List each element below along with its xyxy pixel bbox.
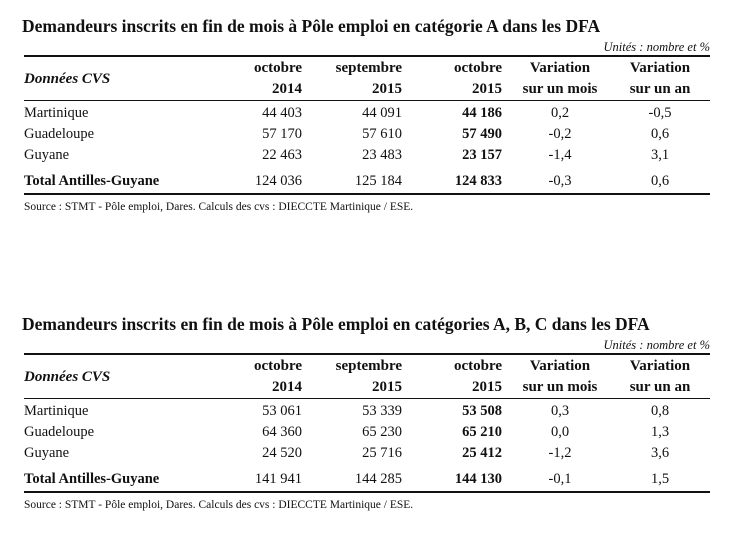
cell-var-year: 1,5 — [650, 471, 670, 487]
cell-oct2014: 44 403 — [262, 105, 302, 121]
header-label: Données CVS — [24, 368, 111, 385]
header-oct2015-line2: 2015 — [472, 81, 502, 97]
header-var-month-line2: sur un mois — [522, 379, 598, 395]
cell-sep2015: 144 285 — [354, 471, 402, 487]
cell-var-month: 0,0 — [550, 424, 570, 440]
header-oct2015-line1: octobre — [453, 358, 502, 374]
header-sep2015-line2: 2015 — [372, 379, 402, 395]
row-label: Total Antilles-Guyane — [24, 173, 160, 189]
header-sep2015-line1: septembre — [335, 358, 402, 374]
row-label: Guadeloupe — [24, 424, 95, 440]
header-oct2015-line2: 2015 — [472, 379, 502, 395]
cell-oct2015: 57 490 — [462, 126, 502, 142]
header-rule — [24, 100, 710, 101]
cell-oct2014: 64 360 — [262, 424, 302, 440]
data-table: Données CVS octobre septembre octobre Va… — [24, 57, 710, 100]
header-oct2014-line1: octobre — [253, 60, 302, 76]
cell-sep2015: 25 716 — [362, 445, 402, 461]
row-label: Guadeloupe — [24, 126, 95, 142]
header-sep2015-line2: 2015 — [372, 81, 402, 97]
cell-oct2015: 25 412 — [462, 445, 502, 461]
data-table-body: Martinique 53 061 53 339 53 508 0,3 0,8 … — [24, 399, 710, 491]
table-header: Données CVS octobre septembre octobre Va… — [24, 57, 710, 100]
row-label: Guyane — [24, 445, 70, 461]
cell-var-year: 3,6 — [650, 445, 670, 461]
cell-sep2015: 65 230 — [362, 424, 402, 440]
cell-var-year: 0,6 — [650, 126, 670, 142]
header-rule — [24, 398, 710, 399]
cell-var-month: -0,2 — [548, 126, 572, 142]
top-rule — [24, 353, 710, 355]
cell-oct2014: 141 941 — [254, 471, 302, 487]
cell-var-year: 3,1 — [650, 147, 670, 163]
table-title: Demandeurs inscrits en fin de mois à Pôl… — [22, 314, 650, 334]
table-row-martinique: Martinique 53 061 53 339 53 508 0,3 0,8 — [24, 399, 710, 422]
header-var-year-line1: Variation — [629, 60, 691, 76]
table-row-guyane: Guyane 22 463 23 483 23 157 -1,4 3,1 — [24, 145, 710, 166]
cell-oct2014: 24 520 — [262, 445, 302, 461]
top-rule — [24, 55, 710, 57]
cell-oct2015: 124 833 — [454, 173, 502, 189]
table-header: Données CVS octobre septembre octobre Va… — [24, 355, 710, 398]
cell-oct2015: 65 210 — [462, 424, 502, 440]
table-row-total: Total Antilles-Guyane 124 036 125 184 12… — [24, 166, 710, 193]
data-table-body: Martinique 44 403 44 091 44 186 0,2 -0,5… — [24, 101, 710, 193]
cell-oct2014: 124 036 — [254, 173, 302, 189]
table-row-guyane: Guyane 24 520 25 716 25 412 -1,2 3,6 — [24, 443, 710, 464]
source-note: Source : STMT - Pôle emploi, Dares. Calc… — [24, 499, 414, 511]
header-var-month-line2: sur un mois — [522, 81, 598, 97]
table-row-martinique: Martinique 44 403 44 091 44 186 0,2 -0,5 — [24, 101, 710, 124]
header-oct2014-line2: 2014 — [272, 379, 302, 395]
row-label: Martinique — [24, 403, 89, 419]
cell-sep2015: 53 339 — [362, 403, 402, 419]
header-oct2014-line2: 2014 — [272, 81, 302, 97]
row-label: Martinique — [24, 105, 89, 121]
cell-sep2015: 23 483 — [362, 147, 402, 163]
cell-var-month: -0,1 — [548, 471, 572, 487]
cell-sep2015: 44 091 — [362, 105, 402, 121]
cell-var-month: 0,3 — [550, 403, 570, 419]
cell-oct2015: 44 186 — [462, 105, 502, 121]
cell-oct2015: 23 157 — [462, 147, 502, 163]
cell-sep2015: 57 610 — [362, 126, 402, 142]
source-note: Source : STMT - Pôle emploi, Dares. Calc… — [24, 201, 414, 213]
table-row-guadeloupe: Guadeloupe 64 360 65 230 65 210 0,0 1,3 — [24, 422, 710, 443]
table-row-total: Total Antilles-Guyane 141 941 144 285 14… — [24, 464, 710, 491]
header-oct2015-line1: octobre — [453, 60, 502, 76]
cell-var-year: 0,8 — [650, 403, 670, 419]
table-block-category-a: Demandeurs inscrits en fin de mois à Pôl… — [22, 14, 710, 214]
cell-oct2014: 22 463 — [262, 147, 302, 163]
data-table: Données CVS octobre septembre octobre Va… — [24, 355, 710, 398]
header-sep2015-line1: septembre — [335, 60, 402, 76]
table-title: Demandeurs inscrits en fin de mois à Pôl… — [22, 16, 601, 36]
header-var-month-line1: Variation — [529, 60, 591, 76]
header-oct2014-line1: octobre — [253, 358, 302, 374]
table-block-category-abc: Demandeurs inscrits en fin de mois à Pôl… — [22, 312, 710, 512]
cell-var-month: -0,3 — [548, 173, 572, 189]
bottom-rule — [24, 193, 710, 195]
cell-oct2014: 57 170 — [262, 126, 302, 142]
units-note: Unités : nombre et % — [603, 338, 710, 352]
bottom-rule — [24, 491, 710, 493]
cell-var-year: 0,6 — [650, 173, 670, 189]
cell-var-month: 0,2 — [550, 105, 570, 121]
cell-oct2015: 53 508 — [462, 403, 502, 419]
cell-sep2015: 125 184 — [354, 173, 402, 189]
cell-oct2015: 144 130 — [454, 471, 502, 487]
row-label: Total Antilles-Guyane — [24, 471, 160, 487]
header-var-year-line1: Variation — [629, 358, 691, 374]
cell-var-month: -1,2 — [548, 445, 572, 461]
cell-var-year: 1,3 — [650, 424, 670, 440]
cell-oct2014: 53 061 — [262, 403, 302, 419]
header-var-year-line2: sur un an — [629, 379, 691, 395]
units-note: Unités : nombre et % — [603, 40, 710, 54]
header-label: Données CVS — [24, 70, 111, 87]
cell-var-year: -0,5 — [648, 105, 672, 121]
row-label: Guyane — [24, 147, 70, 163]
header-var-month-line1: Variation — [529, 358, 591, 374]
cell-var-month: -1,4 — [548, 147, 572, 163]
table-row-guadeloupe: Guadeloupe 57 170 57 610 57 490 -0,2 0,6 — [24, 124, 710, 145]
header-var-year-line2: sur un an — [629, 81, 691, 97]
